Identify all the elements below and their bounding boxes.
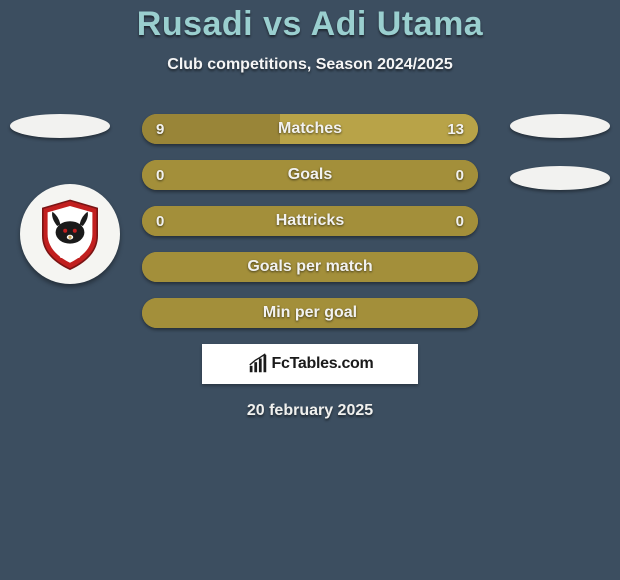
team-logo: MADURA UNITED — [20, 184, 120, 284]
stat-value-left: 0 — [156, 160, 164, 190]
stat-label: Goals per match — [142, 252, 478, 282]
player-badge-left — [10, 114, 110, 138]
stat-row: Min per goal — [142, 298, 478, 328]
player-badge-right-1 — [510, 114, 610, 138]
subtitle: Club competitions, Season 2024/2025 — [0, 56, 620, 74]
player-badge-right-2 — [510, 166, 610, 190]
brand-box[interactable]: FcTables.com — [202, 344, 418, 384]
stat-value-right: 0 — [456, 206, 464, 236]
stat-row: Hattricks0 0 — [142, 206, 478, 236]
stat-label: Min per goal — [142, 298, 478, 328]
brand-text: FcTables.com — [272, 355, 374, 373]
team-logo-text-top: MADURA — [58, 248, 83, 254]
team-logo-text-bottom: UNITED — [60, 254, 81, 260]
stat-value-left: 0 — [156, 206, 164, 236]
date-text: 20 february 2025 — [0, 402, 620, 420]
stat-row: Goals per match — [142, 252, 478, 282]
bars-area: MADURA UNITED Matches913Goals00Hattricks… — [0, 114, 620, 328]
stat-row: Goals0 0 — [142, 160, 478, 190]
stats-card: Rusadi vs Adi Utama Club competitions, S… — [0, 0, 620, 420]
stat-value-right: 0 — [456, 160, 464, 190]
stat-row: Matches9 13 — [142, 114, 478, 144]
stat-value-right: 13 — [447, 114, 464, 144]
stat-label: Hattricks — [142, 206, 478, 236]
team-logo-svg: MADURA UNITED — [30, 194, 110, 274]
stat-label: Goals — [142, 160, 478, 190]
stat-label: Matches — [142, 114, 478, 144]
chart-icon — [247, 353, 269, 375]
stat-value-left: 9 — [156, 114, 164, 144]
page-title: Rusadi vs Adi Utama — [0, 5, 620, 44]
